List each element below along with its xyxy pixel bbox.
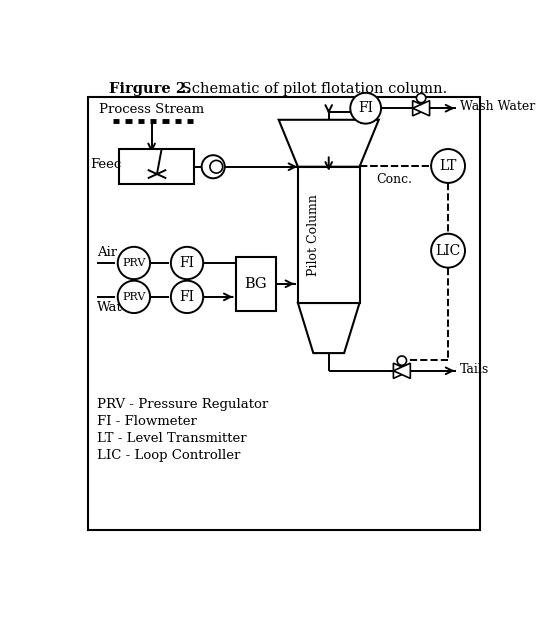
Circle shape [397,356,406,366]
Text: Feec: Feec [90,158,122,171]
Text: FI: FI [358,101,373,115]
Text: Wash Water: Wash Water [460,100,535,113]
Text: Schematic of pilot flotation column.: Schematic of pilot flotation column. [177,82,447,96]
Polygon shape [393,363,410,379]
Polygon shape [279,120,379,167]
Circle shape [350,93,381,123]
Bar [298,167,360,303]
Text: Water: Water [97,301,137,314]
Polygon shape [412,101,430,116]
Circle shape [201,155,225,178]
Circle shape [431,149,465,183]
Circle shape [431,233,465,268]
Text: LIC: LIC [436,244,461,258]
Bar [88,98,481,530]
Circle shape [118,247,150,279]
Bar [119,149,194,183]
Text: PRV: PRV [122,292,145,302]
Polygon shape [393,363,410,379]
Text: Process Stream: Process Stream [99,103,204,116]
Text: FI: FI [179,256,195,270]
Circle shape [210,160,223,173]
Text: Air: Air [97,246,117,259]
Text: LT: LT [440,159,457,173]
Polygon shape [298,303,360,353]
Text: LIC - Loop Controller: LIC - Loop Controller [97,449,240,462]
Circle shape [416,93,426,103]
Text: Tails: Tails [460,362,489,376]
Text: FI - Flowmeter: FI - Flowmeter [97,415,197,428]
Circle shape [171,247,203,279]
Text: PRV - Pressure Regulator: PRV - Pressure Regulator [97,398,268,411]
Text: BG: BG [244,277,267,291]
Text: Conc.: Conc. [376,173,412,187]
Text: Firgure 2.: Firgure 2. [109,82,191,96]
Circle shape [171,280,203,313]
Text: FI: FI [179,290,195,304]
Text: Pilot Column: Pilot Column [307,194,320,276]
Bar [235,257,276,310]
Text: LT - Level Transmitter: LT - Level Transmitter [97,432,246,445]
Polygon shape [412,101,430,116]
Circle shape [118,280,150,313]
Text: PRV: PRV [122,258,145,268]
